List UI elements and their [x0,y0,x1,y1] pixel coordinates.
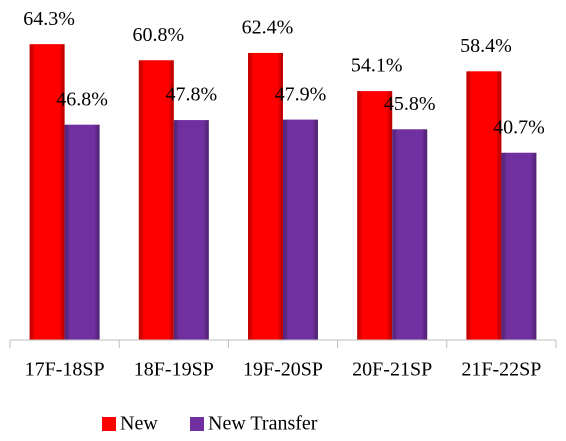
data-label: 64.3% [23,8,75,30]
legend-swatch [102,417,116,431]
bar [64,124,100,340]
data-label: 54.1% [351,55,403,77]
legend-label: New [120,413,158,435]
x-tick-label: 18F-19SP [134,359,214,381]
legend-swatch [190,417,204,431]
x-tick-label: 21F-22SP [461,359,541,381]
x-tick-label: 20F-21SP [352,359,432,381]
bar [466,71,502,341]
data-label: 62.4% [242,17,294,39]
bar [357,91,393,340]
bar [392,129,428,340]
bar [283,119,318,340]
x-tick-label: 19F-20SP [243,359,323,381]
data-label: 47.8% [165,84,217,106]
x-tick-label: 17F-18SP [25,359,105,381]
legend-label: New Transfer [208,413,318,435]
data-label: 40.7% [493,116,545,138]
bar [29,44,65,340]
bar [138,60,174,340]
data-label: 47.9% [275,83,327,105]
bar [501,152,537,340]
data-label: 46.8% [56,88,108,110]
data-label: 45.8% [384,93,436,115]
data-label: 60.8% [132,24,184,46]
bar [248,52,283,341]
data-label: 58.4% [460,35,512,57]
bar [173,120,209,341]
